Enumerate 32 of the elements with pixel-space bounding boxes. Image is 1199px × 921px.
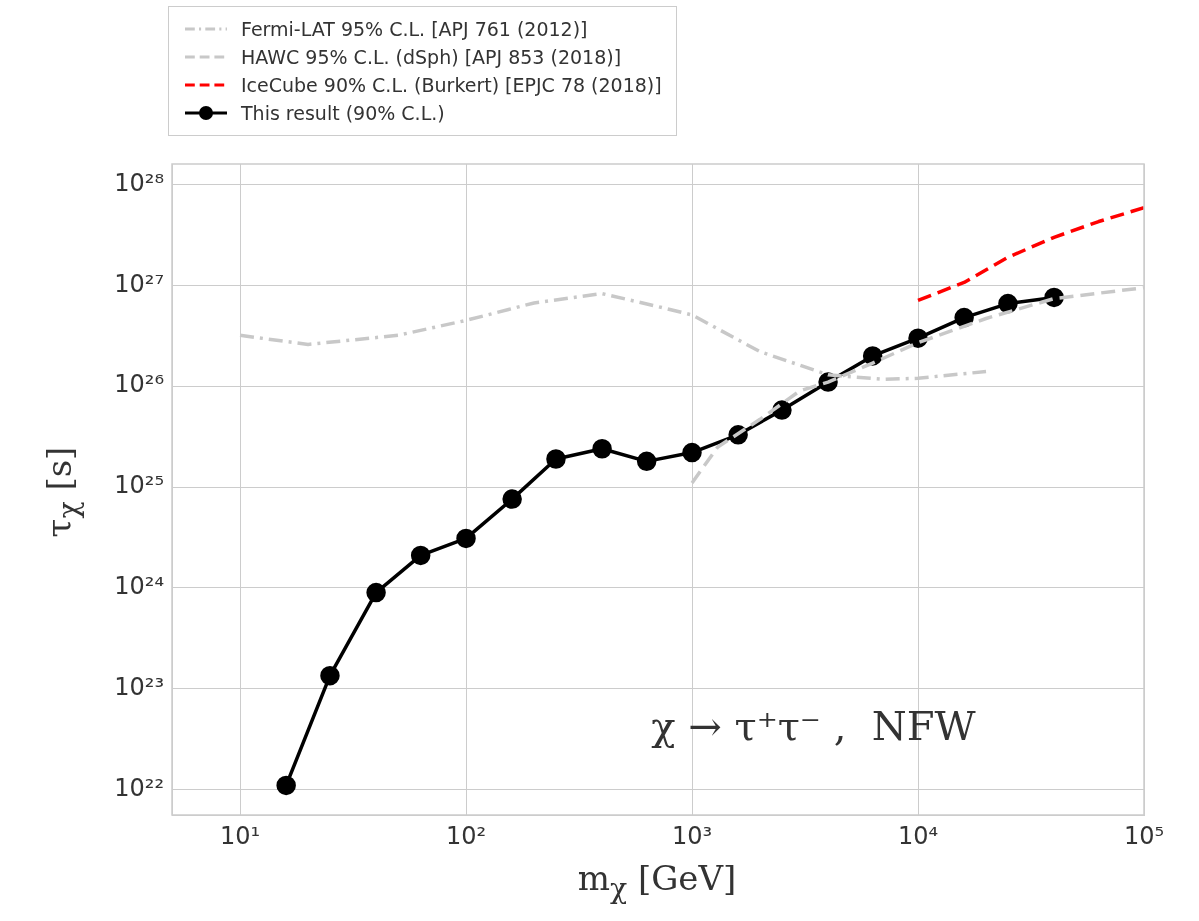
point: [682, 442, 702, 463]
line-series: [916, 205, 1144, 303]
x-tick-label: 10⁴: [897, 821, 939, 850]
point: [502, 489, 522, 509]
point: [636, 451, 657, 472]
y-tick-label: 10²⁵: [114, 471, 164, 500]
legend-label: This result (90% C.L.): [241, 102, 445, 124]
point: [456, 528, 476, 549]
legend-label: HAWC 95% C.L. (dSph) [APJ 853 (2018)]: [241, 46, 622, 68]
x-tick-label: 10⁵: [1123, 821, 1165, 850]
y-tick-label: 10²²: [114, 773, 164, 802]
x-tick-label: 10³: [671, 821, 713, 850]
y-tick-label: 10²⁷: [114, 269, 164, 298]
point: [954, 307, 974, 328]
y-tick-label: 10²⁸: [114, 168, 164, 197]
point: [276, 775, 296, 796]
x-tick-label: 10¹: [219, 821, 261, 850]
x-tick-label: 10²: [445, 821, 487, 850]
y-tick-label: 10²⁴: [114, 572, 164, 601]
point: [998, 293, 1018, 314]
annotation: χ → τ⁺τ⁻ , NFW: [651, 703, 976, 749]
point: [410, 545, 431, 566]
legend-label: IceCube 90% C.L. (Burkert) [EPJC 78 (2018)]: [241, 74, 662, 96]
point: [862, 346, 883, 366]
y-tick-label: 10²³: [114, 673, 164, 701]
point: [592, 439, 612, 459]
legend-label: Fermi-LAT 95% C.L. [APJ 761 (2012)]: [241, 18, 588, 40]
point: [366, 582, 386, 603]
y-tick-label: 10²⁶: [114, 370, 164, 399]
point: [320, 665, 340, 686]
point: [546, 449, 566, 469]
x-axis-title: m$_{χ}$ [GeV]: [576, 858, 738, 905]
